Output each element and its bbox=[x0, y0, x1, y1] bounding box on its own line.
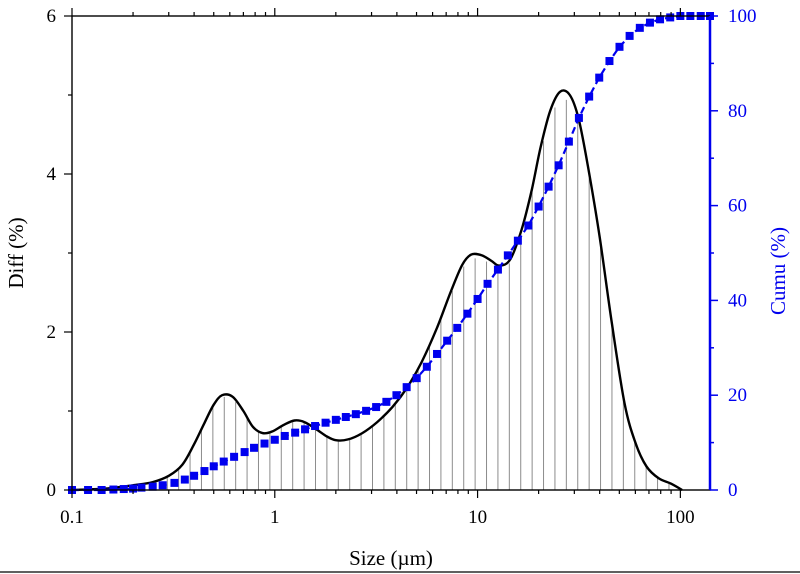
cumu-point bbox=[544, 182, 553, 191]
cumu-point bbox=[574, 113, 583, 122]
cumu-point bbox=[372, 403, 381, 412]
cumu-point bbox=[190, 471, 199, 480]
cumu-point bbox=[503, 251, 512, 260]
cumu-point bbox=[180, 475, 189, 484]
y-left-tick-label: 6 bbox=[47, 6, 57, 27]
y-right-tick-label: 60 bbox=[728, 196, 747, 217]
y-axis-right-title: Cumu (%) bbox=[766, 227, 790, 315]
cumu-point bbox=[230, 452, 239, 461]
x-tick-label: 1 bbox=[270, 507, 280, 528]
cumu-point bbox=[615, 42, 624, 51]
cumu-curve bbox=[72, 14, 710, 492]
y-axis-left-title: Diff (%) bbox=[4, 217, 28, 288]
cumu-point bbox=[362, 406, 371, 415]
cumu-point bbox=[250, 443, 259, 452]
cumu-point bbox=[351, 410, 360, 419]
cumu-markers bbox=[68, 12, 714, 494]
cumu-point bbox=[129, 484, 138, 493]
cumu-point bbox=[270, 435, 279, 444]
cumu-point bbox=[119, 485, 128, 494]
cumu-point bbox=[554, 161, 563, 170]
cumu-point bbox=[341, 413, 350, 422]
cumu-point bbox=[321, 418, 330, 427]
cumu-point bbox=[433, 349, 442, 358]
cumu-point bbox=[493, 265, 502, 274]
x-axis: 0.1 1 10 100 bbox=[60, 8, 695, 528]
cumu-point bbox=[534, 202, 543, 211]
diff-bins bbox=[132, 99, 670, 490]
cumu-point bbox=[170, 478, 179, 487]
cumu-point bbox=[301, 425, 310, 434]
plot-frame bbox=[71, 15, 711, 491]
y-right-tick-label: 40 bbox=[728, 290, 747, 311]
cumu-point bbox=[291, 428, 300, 437]
cumu-point bbox=[656, 15, 665, 24]
cumu-point bbox=[200, 467, 209, 476]
y-right-tick-label: 100 bbox=[728, 6, 757, 27]
x-axis-title: Size (µm) bbox=[349, 546, 433, 570]
cumu-point bbox=[443, 336, 452, 345]
cumu-point bbox=[331, 415, 340, 424]
cumu-point bbox=[524, 221, 533, 230]
y-axis-right: 0 20 40 60 80 100 bbox=[710, 6, 757, 501]
y-left-tick-label: 2 bbox=[47, 322, 57, 343]
cumu-point bbox=[412, 374, 421, 383]
cumu-point bbox=[209, 462, 218, 471]
x-tick-label: 10 bbox=[468, 507, 487, 528]
y-left-tick-label: 0 bbox=[47, 480, 57, 501]
cumu-point bbox=[645, 18, 654, 27]
y-right-tick-label: 80 bbox=[728, 101, 747, 122]
cumu-point bbox=[422, 362, 431, 371]
cumu-point bbox=[392, 391, 401, 400]
cumu-point bbox=[158, 481, 167, 490]
y-left-tick-label: 4 bbox=[47, 164, 57, 185]
diff-curve bbox=[71, 89, 683, 492]
cumu-point bbox=[463, 309, 472, 318]
cumu-point bbox=[453, 323, 462, 332]
cumu-point bbox=[402, 383, 411, 392]
x-tick-label: 100 bbox=[666, 507, 695, 528]
cumu-point bbox=[564, 137, 573, 146]
cumu-point bbox=[483, 279, 492, 288]
cumu-point bbox=[666, 13, 675, 22]
cumu-point bbox=[137, 483, 146, 492]
cumu-point bbox=[219, 457, 228, 466]
cumu-point bbox=[595, 73, 604, 82]
cumu-point bbox=[382, 397, 391, 406]
cumu-point bbox=[605, 57, 614, 66]
cumu-point bbox=[148, 482, 157, 491]
x-tick-label: 0.1 bbox=[60, 507, 84, 528]
cumu-point bbox=[280, 431, 289, 440]
y-axis-left: 0 2 4 6 bbox=[47, 6, 72, 501]
cumu-point bbox=[311, 422, 320, 431]
cumu-point bbox=[585, 92, 594, 101]
cumu-point bbox=[473, 294, 482, 303]
cumu-point bbox=[513, 236, 522, 245]
cumu-point bbox=[635, 23, 644, 32]
cumu-point bbox=[625, 31, 634, 40]
cumu-point bbox=[260, 439, 269, 448]
y-right-tick-label: 0 bbox=[728, 480, 738, 501]
cumu-point bbox=[240, 448, 249, 457]
y-right-tick-label: 20 bbox=[728, 385, 747, 406]
